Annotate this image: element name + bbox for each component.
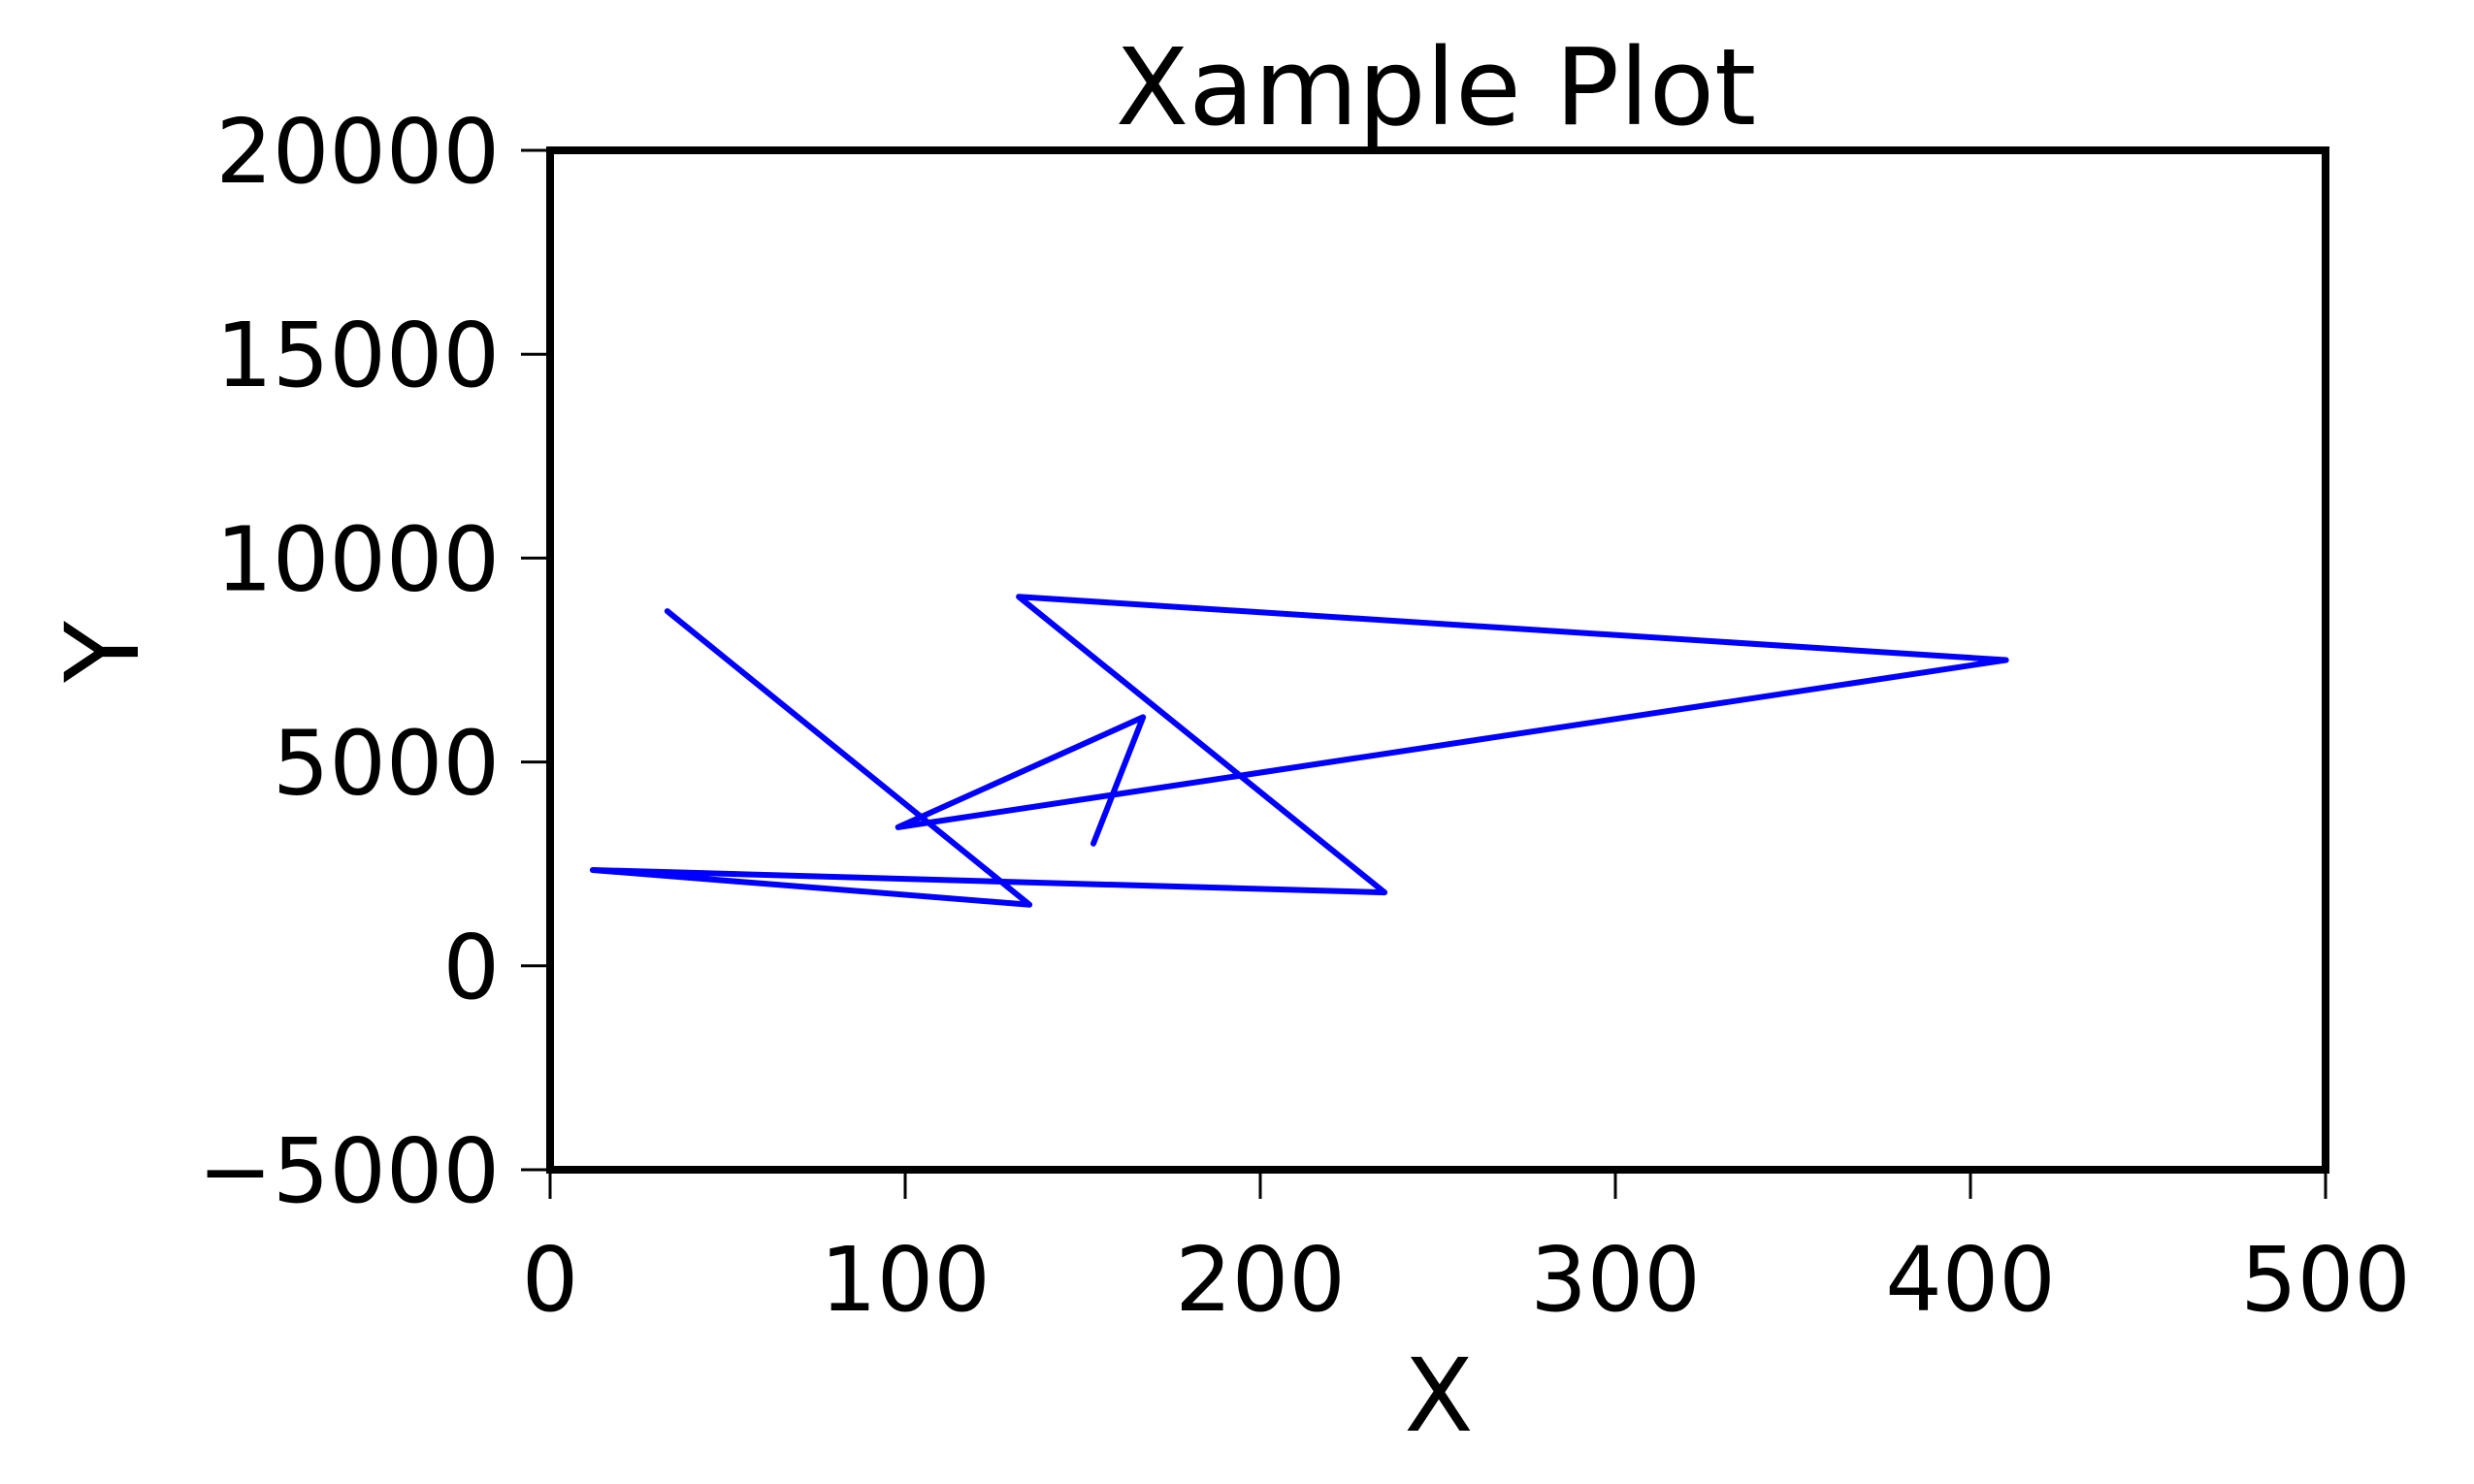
x-tick-label: 200 xyxy=(1175,1228,1346,1332)
x-tick-label: 0 xyxy=(522,1228,579,1332)
x-tick-label: 500 xyxy=(2240,1228,2411,1332)
plot-frame xyxy=(546,146,2329,1174)
axis-ticks: 0 100 200 300 400 500−50000500010000150002000… xyxy=(198,100,2411,1332)
x-axis-label: X xyxy=(1404,1337,1473,1455)
series-line xyxy=(589,594,2009,908)
y-tick-label: 15000 xyxy=(215,304,500,407)
plot-area xyxy=(589,594,2009,908)
y-tick-label: −5000 xyxy=(198,1119,500,1223)
x-tick-label: 100 xyxy=(820,1228,991,1332)
chart-title: Xample Plot xyxy=(1116,25,1756,149)
x-tick-label: 300 xyxy=(1530,1228,1701,1332)
y-axis-label: Y xyxy=(44,621,162,684)
y-tick-label: 5000 xyxy=(273,712,500,816)
y-tick-label: 20000 xyxy=(215,100,500,204)
x-tick-label: 400 xyxy=(1885,1228,2056,1332)
y-tick-label: 0 xyxy=(442,916,500,1019)
y-tick-label: 10000 xyxy=(215,507,500,611)
